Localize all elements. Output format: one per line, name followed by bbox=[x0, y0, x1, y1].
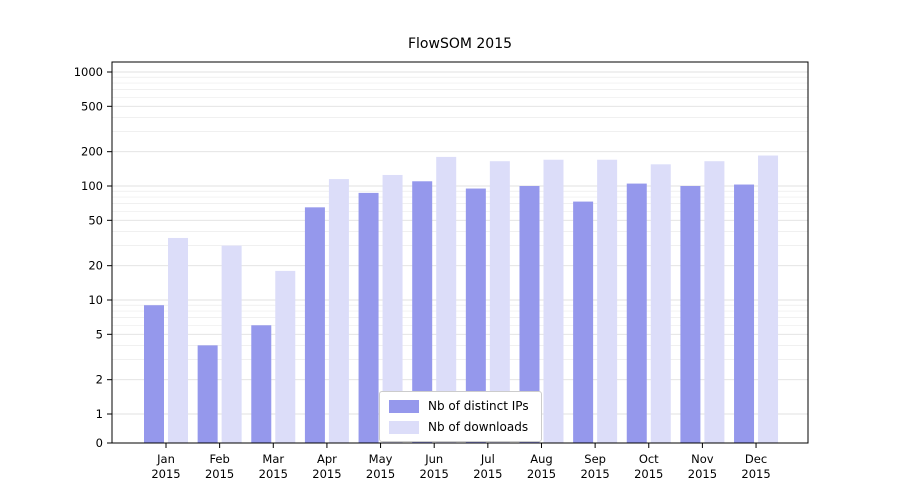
bar bbox=[328, 179, 349, 443]
bar bbox=[489, 161, 510, 443]
legend-item-downloads: Nb of downloads bbox=[389, 420, 529, 434]
legend-label-downloads: Nb of downloads bbox=[428, 420, 529, 434]
y-tick-label: 100 bbox=[81, 179, 103, 193]
bar bbox=[304, 207, 325, 443]
x-tick-label-month: Oct bbox=[639, 452, 659, 466]
y-tick-label: 50 bbox=[88, 213, 103, 227]
bar bbox=[144, 305, 164, 443]
x-tick-label-month: May bbox=[369, 452, 393, 466]
y-tick-label: 10 bbox=[88, 293, 103, 307]
y-tick-label: 1000 bbox=[74, 65, 103, 79]
x-tick-label-month: Apr bbox=[317, 452, 337, 466]
bar bbox=[626, 183, 647, 444]
bar bbox=[573, 201, 594, 443]
bar bbox=[358, 192, 379, 443]
legend-swatch-downloads bbox=[389, 420, 419, 434]
y-tick-label: 5 bbox=[96, 327, 103, 341]
x-tick-label-month: Jun bbox=[424, 452, 443, 466]
legend-label-distinct-ips: Nb of distinct IPs bbox=[428, 399, 529, 413]
y-tick-label: 20 bbox=[88, 259, 103, 273]
y-tick-label: 500 bbox=[81, 99, 103, 113]
legend-item-distinct-ips: Nb of distinct IPs bbox=[389, 399, 529, 413]
bar bbox=[221, 245, 242, 443]
bar bbox=[412, 181, 433, 443]
bar bbox=[197, 345, 218, 443]
x-tick-label-year: 2015 bbox=[580, 467, 609, 481]
x-tick-label-year: 2015 bbox=[420, 467, 449, 481]
bar bbox=[543, 159, 564, 443]
x-tick-label-year: 2015 bbox=[634, 467, 663, 481]
bar bbox=[650, 164, 671, 443]
x-tick-label-year: 2015 bbox=[741, 467, 770, 481]
bar bbox=[734, 184, 755, 443]
x-tick-label-year: 2015 bbox=[151, 467, 180, 481]
x-tick-label-month: Mar bbox=[262, 452, 284, 466]
x-tick-label-year: 2015 bbox=[366, 467, 395, 481]
y-tick-label: 0 bbox=[96, 436, 103, 450]
bar bbox=[519, 186, 540, 443]
x-tick-label-year: 2015 bbox=[259, 467, 288, 481]
bar bbox=[704, 161, 725, 443]
bar bbox=[251, 325, 272, 443]
x-tick-label-month: Sep bbox=[584, 452, 606, 466]
x-tick-label-year: 2015 bbox=[205, 467, 234, 481]
x-tick-label-month: Jul bbox=[480, 452, 495, 466]
x-tick-label-year: 2015 bbox=[688, 467, 717, 481]
x-tick-label-year: 2015 bbox=[312, 467, 341, 481]
bar bbox=[382, 174, 403, 443]
legend: Nb of distinct IPs Nb of downloads bbox=[379, 391, 542, 442]
x-tick-label-month: Aug bbox=[530, 452, 552, 466]
y-tick-label: 2 bbox=[96, 373, 103, 387]
y-tick-label: 200 bbox=[81, 145, 103, 159]
x-tick-label-year: 2015 bbox=[527, 467, 556, 481]
bar bbox=[275, 270, 296, 443]
y-tick-label: 1 bbox=[96, 407, 103, 421]
plot-border bbox=[111, 61, 809, 444]
bar bbox=[168, 237, 188, 443]
chart-title: FlowSOM 2015 bbox=[407, 36, 513, 52]
bar bbox=[436, 156, 457, 444]
x-tick-label-month: Feb bbox=[209, 452, 229, 466]
bar bbox=[680, 186, 701, 443]
x-tick-label-month: Dec bbox=[745, 452, 767, 466]
legend-swatch-distinct-ips bbox=[389, 399, 419, 413]
bar bbox=[597, 159, 618, 443]
x-tick-label-month: Nov bbox=[691, 452, 714, 466]
bar bbox=[758, 155, 779, 443]
bar bbox=[465, 188, 486, 443]
x-tick-label-month: Jan bbox=[156, 452, 175, 466]
x-tick-label-year: 2015 bbox=[473, 467, 502, 481]
